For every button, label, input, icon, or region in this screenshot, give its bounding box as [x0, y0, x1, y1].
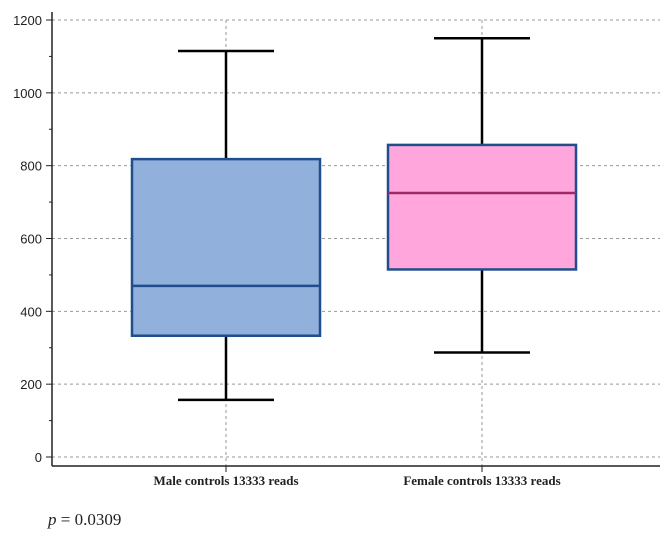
female-category-label: Female controls 13333 reads	[403, 473, 560, 488]
p-value-text: = 0.0309	[56, 510, 122, 529]
y-tick-label: 800	[20, 159, 42, 174]
male-box	[130, 157, 322, 337]
y-tick-label: 200	[20, 377, 42, 392]
y-tick-label: 600	[20, 232, 42, 247]
p-value-annotation: p = 0.0309	[48, 510, 121, 530]
p-symbol: p	[48, 510, 57, 529]
male-category-label: Male controls 13333 reads	[153, 473, 298, 488]
y-tick-label: 400	[20, 304, 42, 319]
y-tick-label: 0	[35, 450, 42, 465]
y-tick-label: 1000	[13, 86, 42, 101]
y-tick-label: 1200	[13, 13, 42, 28]
female-box	[386, 143, 578, 271]
